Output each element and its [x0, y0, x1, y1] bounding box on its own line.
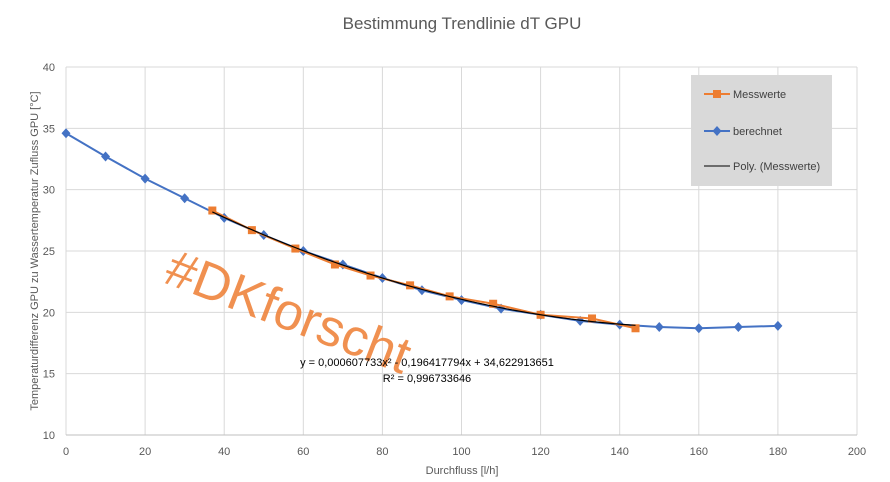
y-tick-label: 10	[43, 430, 55, 442]
x-axis-label: Durchfluss [l/h]	[426, 465, 499, 477]
y-tick-label: 15	[43, 369, 55, 381]
y-axis-label: Temperaturdifferenz GPU zu Wassertempera…	[29, 91, 41, 410]
data-point-berechnet	[61, 128, 71, 139]
data-point-berechnet	[654, 322, 664, 333]
y-tick-label: 40	[43, 62, 55, 74]
x-tick-label: 100	[452, 446, 470, 458]
chart-title: Bestimmung Trendlinie dT GPU	[343, 14, 582, 33]
gridlines	[65, 66, 858, 436]
data-point-messwerte	[366, 271, 375, 280]
trendline-r-squared: R² = 0,996733646	[383, 373, 471, 385]
legend-label-berechnet: berechnet	[733, 126, 782, 138]
data-point-berechnet	[101, 151, 111, 162]
data-point-messwerte	[291, 244, 300, 253]
trendline-poly	[212, 211, 636, 326]
data-point-messwerte	[588, 314, 597, 323]
data-point-berechnet	[140, 173, 150, 184]
y-tick-label: 25	[43, 246, 55, 258]
x-tick-label: 80	[376, 446, 388, 458]
x-tick-label: 200	[848, 446, 866, 458]
data-point-messwerte	[489, 299, 498, 308]
x-tick-label: 60	[297, 446, 309, 458]
trendline-equation: y = 0,000607733x² - 0,196417794x + 34,62…	[300, 357, 554, 369]
y-axis-ticks: 10 15 20 25 30 35 40	[43, 62, 55, 442]
x-tick-label: 40	[218, 446, 230, 458]
x-tick-label: 180	[769, 446, 787, 458]
data-point-berechnet	[733, 322, 743, 333]
data-point-berechnet	[694, 323, 704, 334]
data-point-messwerte	[208, 206, 217, 215]
legend-marker-messwerte	[713, 90, 721, 98]
x-axis-ticks: 0 20 40 60 80 100 120 140 160 180 200	[63, 446, 866, 458]
x-tick-label: 160	[690, 446, 708, 458]
x-tick-label: 0	[63, 446, 69, 458]
legend-marker-berechnet	[712, 126, 722, 136]
legend-label-messwerte: Messwerte	[733, 89, 786, 101]
y-tick-label: 35	[43, 123, 55, 135]
y-tick-label: 30	[43, 185, 55, 197]
data-point-messwerte	[631, 324, 640, 333]
y-tick-label: 20	[43, 307, 55, 319]
trendline-curve	[212, 211, 636, 326]
data-point-berechnet	[180, 193, 190, 204]
legend: Messwerte berechnet Poly. (Messwerte)	[691, 75, 832, 186]
x-tick-label: 120	[531, 446, 549, 458]
data-point-messwerte	[406, 281, 415, 290]
x-tick-label: 140	[611, 446, 629, 458]
data-point-berechnet	[773, 320, 783, 331]
legend-label-trendline: Poly. (Messwerte)	[733, 161, 820, 173]
x-tick-label: 20	[139, 446, 151, 458]
data-point-messwerte	[330, 260, 339, 269]
